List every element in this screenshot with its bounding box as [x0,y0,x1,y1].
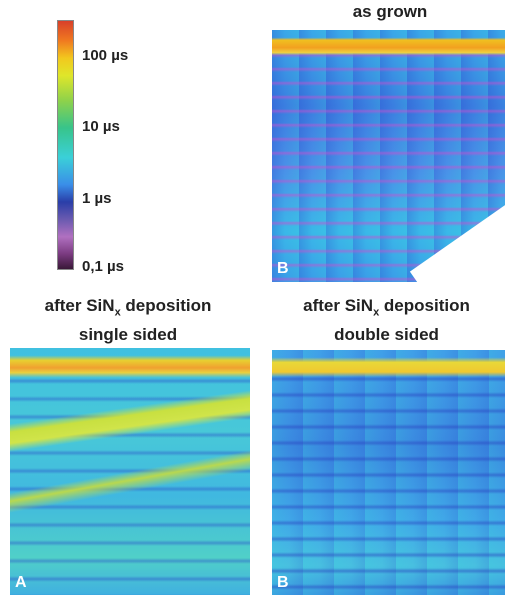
panel-title: as grown [352,2,428,21]
title-text: after SiN [303,296,374,315]
panel-title: double sided [334,325,439,344]
colorbar [57,20,74,270]
panel-title: after SiNx deposition [0,296,256,318]
map-background [409,202,505,282]
panel-letter: B [277,574,289,591]
title-subscript: x [114,306,121,319]
title-text: deposition [120,296,212,315]
lifetime-map: B [272,350,505,595]
colorbar-tick-label: 0,1 µs [82,258,125,275]
panel-letter: B [277,260,289,277]
lifetime-map: A [10,348,250,595]
panel-title: after SiNx deposition [262,296,511,318]
panel-title: single sided [78,325,178,344]
title-text: deposition [379,296,470,315]
lifetime-map: B [272,30,505,282]
colorbar-tick-label: 1 µs [82,190,112,207]
panel-letter: A [15,574,27,591]
title-text: after SiN [44,296,115,315]
colorbar-tick-label: 10 µs [82,118,120,135]
title-subscript: x [373,306,380,319]
colorbar-tick-label: 100 µs [82,47,129,64]
